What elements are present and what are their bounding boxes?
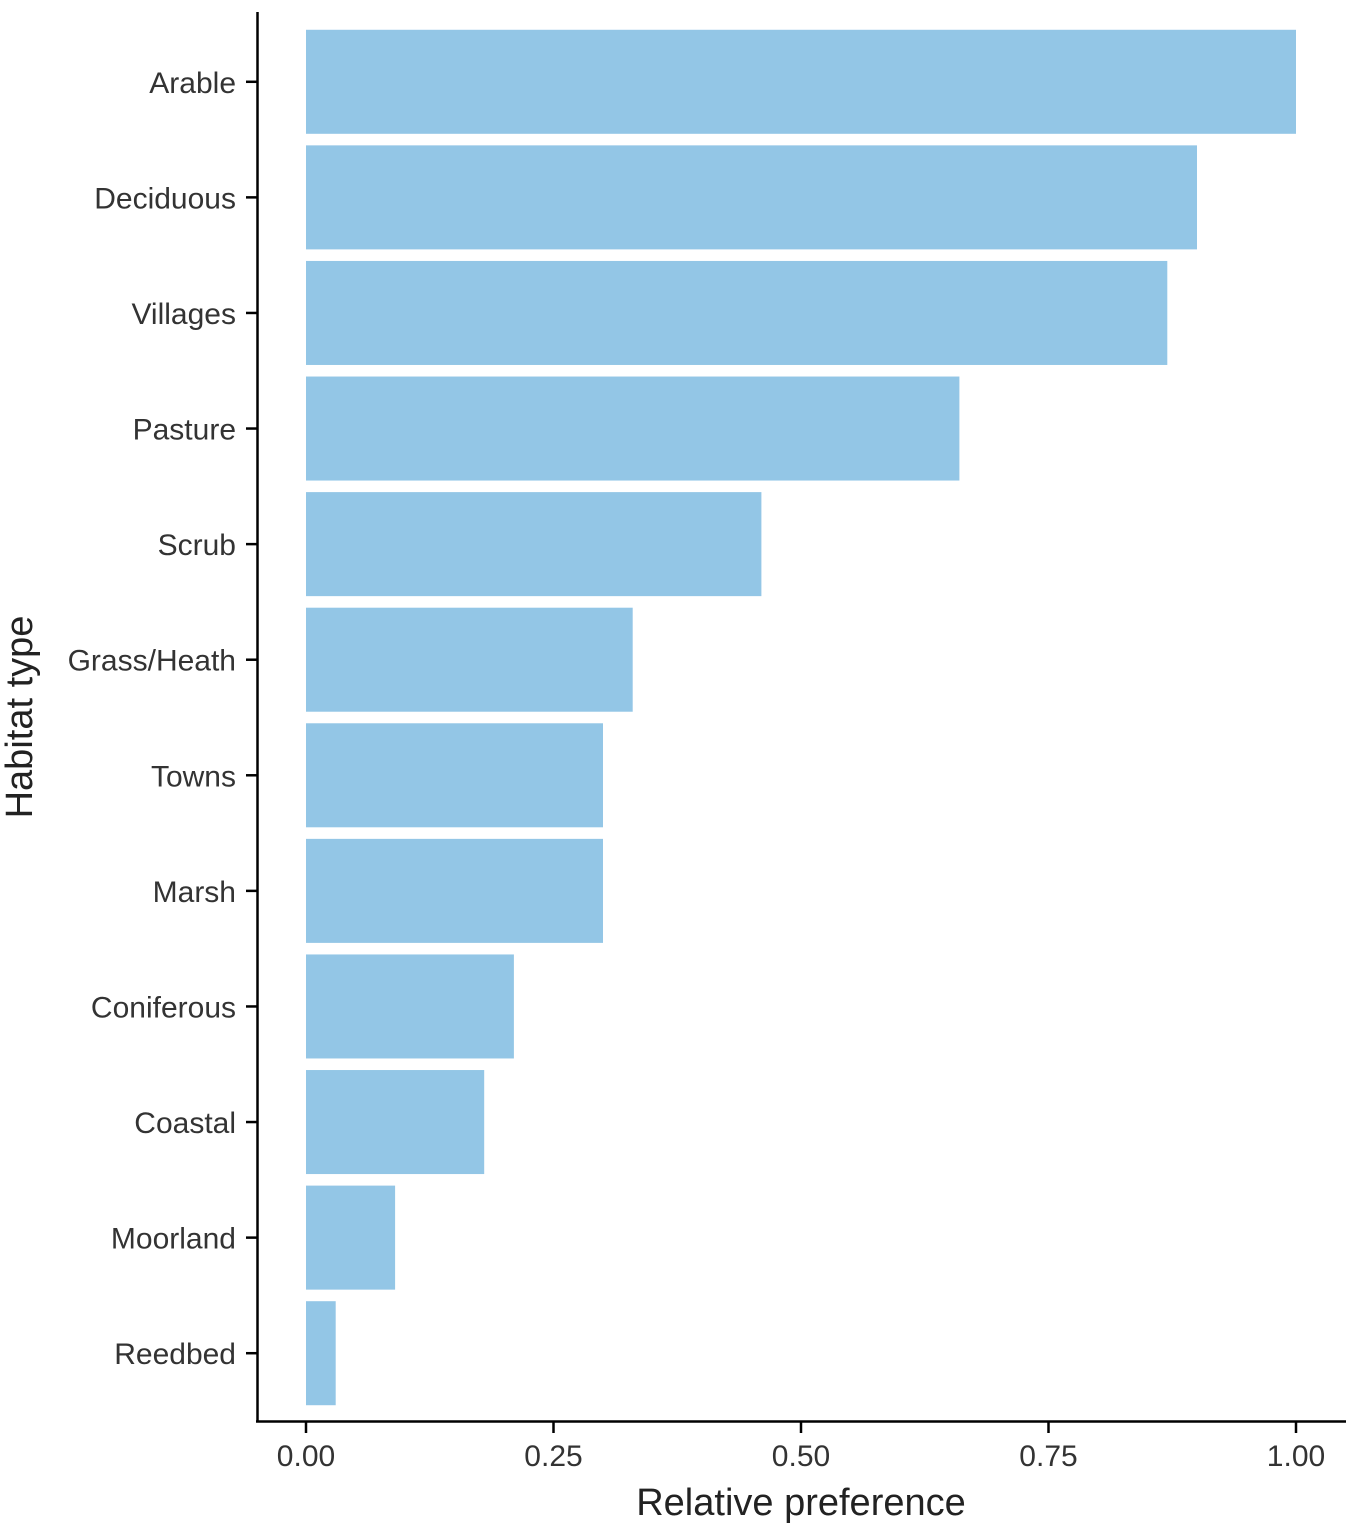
bar-deciduous bbox=[306, 145, 1197, 250]
y-tick-label-towns: Towns bbox=[151, 760, 236, 793]
bar-reedbed bbox=[306, 1301, 336, 1406]
bar-towns bbox=[306, 723, 603, 828]
y-tick-label-coniferous: Coniferous bbox=[91, 991, 236, 1024]
bar-moorland bbox=[306, 1185, 396, 1290]
y-tick-label-pasture: Pasture bbox=[133, 414, 236, 447]
y-axis-title: Habitat type bbox=[0, 616, 41, 819]
bar-marsh bbox=[306, 838, 603, 943]
axes-layer bbox=[256, 12, 1346, 1423]
bar-coniferous bbox=[306, 954, 514, 1059]
bar-scrub bbox=[306, 492, 762, 597]
y-tick-label-scrub: Scrub bbox=[158, 529, 236, 562]
y-tick-label-moorland: Moorland bbox=[111, 1223, 236, 1256]
bar-arable bbox=[306, 29, 1296, 134]
bar-coastal bbox=[306, 1070, 485, 1175]
bar-grass-heath bbox=[306, 607, 633, 712]
y-tick-label-grass-heath: Grass/Heath bbox=[68, 645, 236, 678]
y-ticks-layer: Arable Deciduous Villages Pasture Scrub Grass… bbox=[68, 67, 257, 1371]
y-tick-label-villages: Villages bbox=[131, 298, 236, 331]
x-tick-label-3: 0.75 bbox=[1019, 1440, 1077, 1473]
y-tick-label-coastal: Coastal bbox=[134, 1107, 236, 1140]
x-tick-label-2: 0.50 bbox=[772, 1440, 830, 1473]
y-tick-label-arable: Arable bbox=[149, 67, 236, 100]
bar-villages bbox=[306, 260, 1168, 365]
x-tick-label-0: 0.00 bbox=[277, 1440, 335, 1473]
x-tick-label-4: 1.00 bbox=[1267, 1440, 1325, 1473]
x-axis-title: Relative preference bbox=[636, 1482, 966, 1524]
y-tick-label-marsh: Marsh bbox=[153, 876, 236, 909]
y-tick-label-deciduous: Deciduous bbox=[94, 182, 236, 215]
bars-layer bbox=[306, 29, 1296, 1406]
y-tick-label-reedbed: Reedbed bbox=[114, 1338, 236, 1371]
x-ticks-layer: 0.00 0.25 0.50 0.75 1.00 bbox=[277, 1422, 1325, 1473]
x-tick-label-1: 0.25 bbox=[524, 1440, 582, 1473]
bar-pasture bbox=[306, 376, 960, 481]
